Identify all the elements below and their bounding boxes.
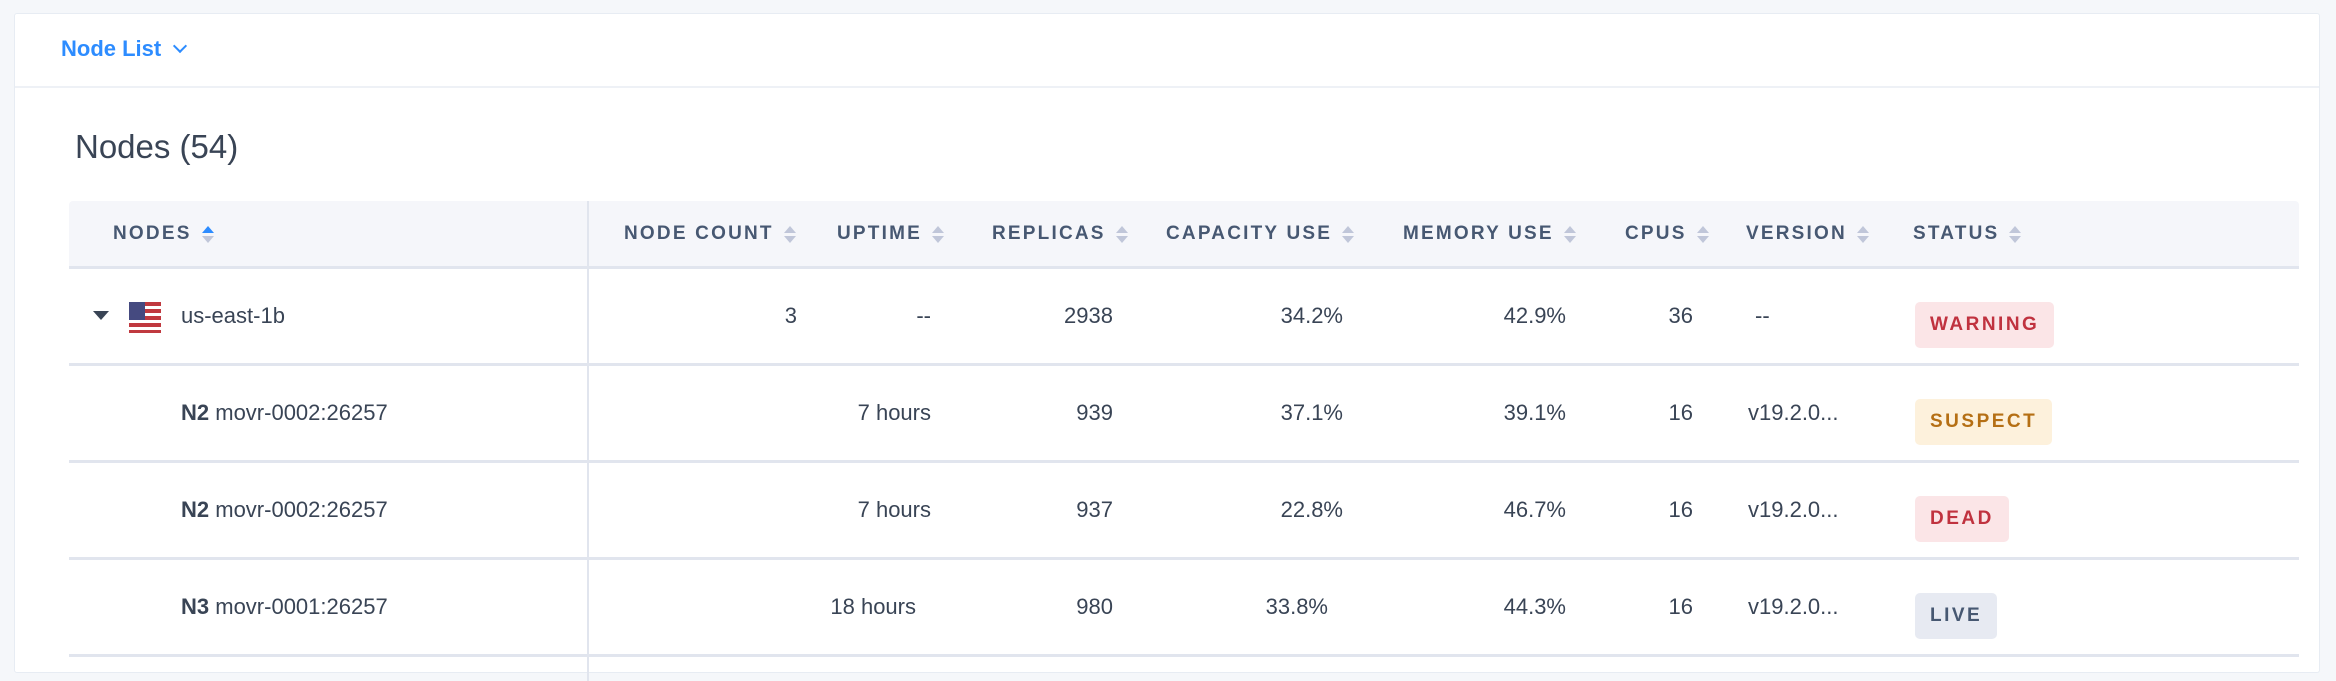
column-header-cpus[interactable]: CPUS	[1625, 223, 1709, 245]
uptime: --	[916, 303, 931, 328]
sort-icon[interactable]	[931, 225, 944, 243]
column-header-memory-use[interactable]: MEMORY USE	[1403, 223, 1576, 245]
sort-icon[interactable]	[1342, 225, 1355, 243]
chevron-down-icon	[173, 38, 188, 54]
cpus: 36	[1668, 303, 1693, 328]
memory-use: 39.1%	[1503, 400, 1566, 425]
status-badge: WARNING	[1915, 302, 2055, 348]
column-header-replicas[interactable]: REPLICAS	[992, 223, 1128, 245]
page-title: Nodes (54)	[75, 128, 239, 165]
uptime: 18 hours	[830, 594, 916, 619]
column-header-label: STATUS	[1913, 223, 2000, 244]
column-header-label: VERSION	[1746, 223, 1847, 244]
column-header-nodes[interactable]: NODES	[113, 223, 214, 245]
sort-icon[interactable]	[1563, 225, 1576, 243]
column-header-label: NODE COUNT	[624, 223, 774, 244]
memory-use: 42.9%	[1503, 303, 1566, 328]
top-bar: Node List	[15, 14, 2319, 88]
collapse-caret-icon[interactable]	[93, 311, 109, 320]
table-header: NODES NODE COUNT UPTIME REPLICAS CAPACITY US…	[69, 201, 2299, 269]
node-id: N2	[181, 497, 210, 522]
node-count: 3	[784, 303, 797, 328]
region-row[interactable]: us-east-1b 3 -- 2938 34.2% 42.9% 36 -- WARNING	[69, 269, 2299, 366]
sort-icon[interactable]	[1696, 225, 1709, 243]
status-badge: LIVE	[1915, 593, 1998, 639]
node-row[interactable]: N2 movr-0002:26257 7 hours 937 22.8% 46.7% 16…	[69, 463, 2299, 560]
version: v19.2.0...	[1748, 497, 1839, 522]
capacity-use: 33.8%	[1265, 594, 1328, 619]
capacity-use: 34.2%	[1280, 303, 1343, 328]
region-name: us-east-1b	[181, 303, 285, 328]
cpus: 16	[1668, 594, 1693, 619]
node-id: N2	[181, 400, 210, 425]
status-badge: SUSPECT	[1915, 399, 2053, 445]
column-header-label: CAPACITY USE	[1166, 223, 1333, 244]
node-row[interactable]: N3 movr-0001:26257 18 hours 980 33.8% 44.3% 1…	[69, 560, 2299, 657]
sort-icon[interactable]	[1115, 225, 1128, 243]
column-header-label: NODES	[113, 223, 192, 244]
node-id: N3	[181, 594, 210, 619]
status-badge: DEAD	[1915, 496, 2009, 542]
version: --	[1755, 303, 1770, 328]
uptime: 7 hours	[857, 400, 931, 425]
replicas: 980	[1076, 594, 1113, 619]
column-header-version[interactable]: VERSION	[1746, 223, 1869, 245]
node-list-label: Node List	[61, 36, 162, 61]
column-divider	[587, 201, 589, 681]
memory-use: 46.7%	[1503, 497, 1566, 522]
version: v19.2.0...	[1748, 594, 1839, 619]
cpus: 16	[1668, 497, 1693, 522]
replicas: 937	[1076, 497, 1113, 522]
node-address[interactable]: movr-0002:26257	[215, 497, 388, 522]
node-list-card: Node List Nodes (54) NODES NODE COUNT UPTI…	[14, 13, 2320, 681]
node-address[interactable]: movr-0001:26257	[215, 594, 388, 619]
capacity-use: 22.8%	[1280, 497, 1343, 522]
column-header-label: REPLICAS	[992, 223, 1106, 244]
sort-icon[interactable]	[201, 225, 214, 243]
column-header-capacity-use[interactable]: CAPACITY USE	[1166, 223, 1355, 245]
replicas: 2938	[1064, 303, 1113, 328]
capacity-use: 37.1%	[1280, 400, 1343, 425]
sort-icon[interactable]	[783, 225, 796, 243]
cpus: 16	[1668, 400, 1693, 425]
column-header-label: MEMORY USE	[1403, 223, 1554, 244]
column-header-status[interactable]: STATUS	[1913, 223, 2022, 245]
node-address[interactable]: movr-0002:26257	[215, 400, 388, 425]
memory-use: 44.3%	[1503, 594, 1566, 619]
column-header-label: UPTIME	[837, 223, 922, 244]
sort-icon[interactable]	[1856, 225, 1869, 243]
uptime: 7 hours	[857, 497, 931, 522]
node-list-dropdown[interactable]: Node List	[61, 36, 188, 62]
column-header-node-count[interactable]: NODE COUNT	[624, 223, 796, 245]
us-flag-icon	[129, 302, 161, 333]
node-row[interactable]: N2 movr-0002:26257 7 hours 939 37.1% 39.1% 16…	[69, 366, 2299, 463]
column-header-uptime[interactable]: UPTIME	[837, 223, 944, 245]
sort-icon[interactable]	[2009, 225, 2022, 243]
version: v19.2.0...	[1748, 400, 1839, 425]
replicas: 939	[1076, 400, 1113, 425]
column-header-label: CPUS	[1625, 223, 1687, 244]
